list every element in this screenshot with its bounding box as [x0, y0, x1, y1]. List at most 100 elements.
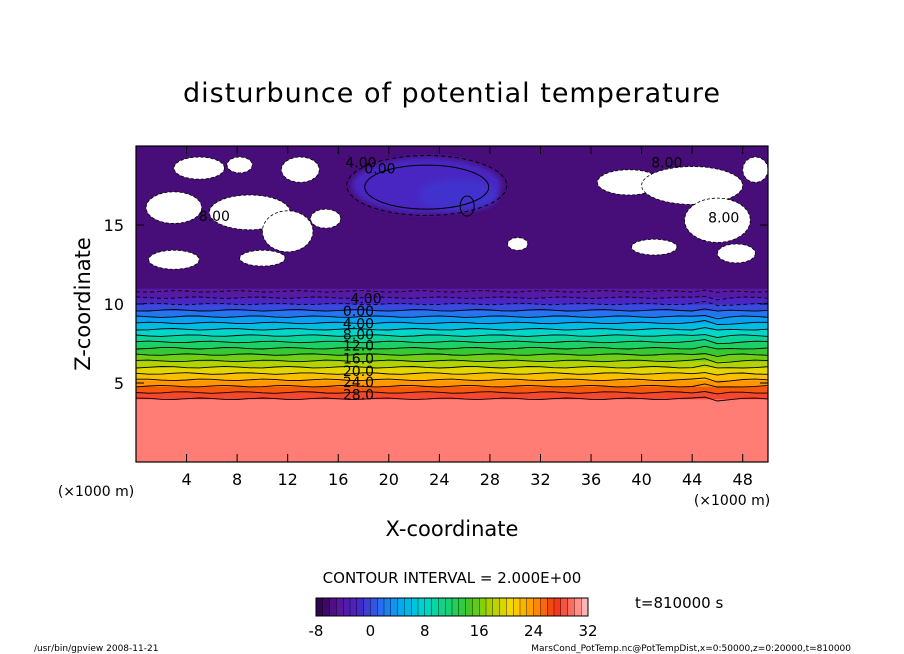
contour-label-13: 28.0 [343, 388, 374, 404]
contour-ring-small [459, 195, 475, 217]
colorbar-cell-17 [431, 597, 439, 617]
colorbar-cell-25 [485, 597, 494, 617]
time-label: t=810000 s [635, 594, 723, 612]
white-region-6 [310, 208, 342, 229]
contour-label-7: 4.00 [343, 317, 374, 333]
y-tick-label-0: 5 [114, 374, 124, 393]
colorbar-cell-27 [499, 597, 507, 617]
contour-lines [136, 155, 768, 402]
white-region-11 [684, 197, 751, 243]
field-band-4 [136, 373, 768, 381]
contour-line-0 [136, 396, 768, 402]
field-band-2 [136, 386, 768, 393]
x-tick-label-8: 36 [581, 470, 601, 489]
colorbar-cell-35 [553, 597, 562, 617]
field-band-13 [136, 316, 768, 324]
contour-line-1 [136, 391, 768, 395]
contour-label-5: 4.00 [350, 291, 381, 307]
contour-label-12: 24.0 [343, 375, 374, 391]
contour-line-11 [136, 327, 768, 331]
contour-line-4 [136, 372, 768, 376]
y-tick-label-1: 10 [104, 295, 124, 314]
contour-line-8 [136, 345, 768, 350]
colorbar-cell-19 [445, 597, 453, 617]
y-tick-label-2: 15 [104, 216, 124, 235]
x-tick-label-1: 8 [232, 470, 242, 489]
contour-label-1: 0.00 [364, 162, 395, 178]
colorbar-cell-23 [472, 597, 480, 617]
white-region-10 [641, 166, 744, 205]
colorbar-label-4: 24 [524, 622, 543, 640]
colorbar-cell-20 [451, 597, 460, 617]
white-region-7 [148, 249, 200, 270]
colorbar-cell-24 [479, 597, 487, 617]
contour-line-16 [136, 295, 768, 301]
x-tick-label-9: 40 [631, 470, 651, 489]
field-band-9 [136, 341, 768, 349]
footer-right: MarsCond_PotTemp.nc@PotTempDist,x=0:5000… [531, 644, 851, 654]
contour-line-13 [136, 315, 768, 320]
colorbar-cell-31 [526, 597, 535, 617]
field-band-1 [136, 392, 768, 400]
field-band-7 [136, 354, 768, 362]
colorbar-cell-36 [560, 597, 569, 617]
colorbar-frame [315, 597, 589, 617]
white-region-13 [717, 243, 756, 264]
contour-line-5 [136, 364, 768, 369]
contour-line-3 [136, 377, 768, 383]
colorbar-cell-3 [336, 597, 344, 617]
y-unit-label: (×1000 m) [58, 484, 134, 500]
colorbar-cell-7 [363, 597, 371, 617]
colorbar-cell-1 [322, 597, 331, 617]
undefined-regions [145, 156, 768, 270]
colorbar-cell-33 [540, 597, 548, 617]
colorbar-cell-2 [329, 597, 337, 617]
colorbar-cell-8 [370, 597, 378, 617]
contour-label-11: 20.0 [343, 364, 374, 380]
colorbar-cell-22 [465, 597, 473, 617]
white-region-1 [226, 156, 253, 174]
colorbar-label-0: -8 [309, 622, 324, 640]
y-axis-label: Z-coordinate [71, 237, 95, 371]
x-tick-label-7: 32 [530, 470, 550, 489]
x-tick-label-2: 12 [278, 470, 298, 489]
colorbar-cell-6 [356, 597, 365, 617]
contour-label-4: 8.00 [708, 211, 739, 227]
colorbar-cell-0 [315, 597, 324, 617]
colorbar-cell-16 [424, 597, 433, 617]
colorbar-cell-28 [506, 597, 514, 617]
colorbar-cell-11 [390, 597, 399, 617]
colorbar-cell-26 [492, 597, 501, 617]
field-band-16 [136, 297, 768, 305]
plot-area: 4.000.00 8.008.00 8.004.000.004.008.0012.0… [136, 146, 768, 462]
white-region-0 [173, 156, 225, 180]
colorbar-cell-5 [349, 597, 358, 617]
contour-line-7 [136, 353, 768, 357]
colorbar-labels: -8 0 8 16 24 32 [309, 622, 598, 640]
contour-label-8: 8.00 [343, 328, 374, 344]
footer-left: /usr/bin/gpview 2008-11-21 [34, 644, 158, 654]
white-region-15 [507, 237, 529, 251]
white-region-14 [742, 156, 768, 183]
contour-label-6: 0.00 [343, 304, 374, 320]
colorbar-cell-13 [404, 597, 412, 617]
white-region-8 [239, 249, 286, 267]
field-band-0 [136, 398, 768, 462]
contour-line-17 [136, 289, 768, 293]
cold-anomaly [351, 157, 502, 214]
contour-line-6 [136, 358, 768, 364]
contour-line-14 [136, 308, 768, 312]
colorbar-cell-14 [411, 597, 419, 617]
x-tick-label-3: 16 [328, 470, 348, 489]
anomaly-inner [418, 178, 499, 211]
field-band-15 [136, 304, 768, 311]
contour-label-9: 12.0 [343, 339, 374, 355]
y-axis-ticks: 5 10 15 [104, 216, 768, 393]
contour-ring-outer [346, 155, 508, 216]
contour-labels: 4.000.00 8.008.00 8.004.000.004.008.0012.0… [199, 155, 740, 403]
colorbar-cell-30 [519, 597, 528, 617]
x-tick-label-11: 48 [733, 470, 753, 489]
contour-label-10: 16.0 [343, 351, 374, 367]
contour-line-10 [136, 334, 768, 339]
chart-title: disturbunce of potential temperature [183, 78, 721, 109]
